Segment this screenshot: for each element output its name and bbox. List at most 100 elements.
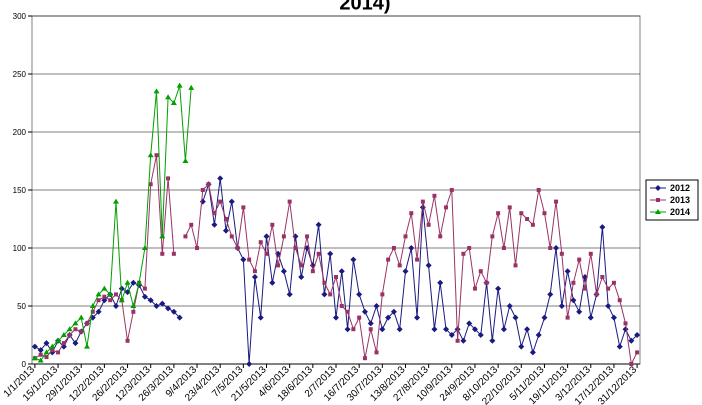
marker: [403, 234, 408, 239]
marker: [95, 308, 102, 315]
marker: [166, 176, 171, 181]
marker: [257, 314, 264, 321]
marker: [95, 291, 102, 297]
marker: [512, 314, 519, 321]
y-tick-label: 250: [13, 70, 27, 79]
marker: [501, 246, 506, 250]
marker: [61, 341, 66, 346]
marker: [72, 320, 79, 326]
marker: [616, 343, 623, 350]
marker: [147, 152, 154, 158]
y-tick-label: 0: [22, 360, 27, 369]
marker: [513, 263, 518, 268]
marker: [159, 233, 166, 239]
marker: [218, 199, 223, 204]
marker: [507, 205, 512, 210]
marker: [183, 234, 188, 239]
marker: [385, 314, 392, 321]
marker: [148, 182, 153, 187]
marker: [610, 314, 617, 321]
marker: [484, 280, 489, 285]
marker: [333, 314, 339, 321]
marker: [182, 158, 189, 163]
marker: [351, 327, 356, 332]
marker: [165, 305, 172, 312]
marker: [495, 285, 502, 292]
marker: [170, 100, 177, 105]
marker: [315, 221, 322, 228]
marker: [529, 349, 536, 356]
marker: [101, 285, 108, 291]
marker: [43, 340, 50, 347]
marker: [368, 327, 373, 332]
marker: [587, 314, 594, 321]
marker: [460, 337, 467, 344]
marker: [85, 321, 90, 326]
marker: [112, 303, 119, 309]
marker: [263, 233, 270, 240]
marker: [276, 263, 281, 268]
marker: [426, 222, 431, 227]
y-tick-label: 200: [13, 128, 27, 137]
marker: [72, 340, 79, 347]
marker: [390, 308, 397, 315]
marker: [299, 263, 304, 268]
marker: [496, 211, 501, 216]
marker: [628, 337, 635, 344]
marker: [159, 300, 166, 307]
marker: [361, 308, 368, 315]
marker: [444, 205, 449, 210]
marker: [656, 198, 660, 202]
marker: [357, 315, 362, 320]
marker: [553, 245, 560, 251]
marker: [414, 314, 421, 321]
marker: [153, 88, 160, 94]
marker: [141, 293, 148, 300]
marker: [50, 348, 55, 353]
marker: [55, 337, 62, 343]
marker: [195, 246, 200, 250]
marker: [188, 84, 195, 90]
marker: [541, 314, 548, 321]
marker: [506, 303, 513, 309]
marker: [617, 298, 622, 303]
marker: [525, 217, 530, 221]
marker: [240, 256, 247, 263]
marker: [31, 343, 38, 350]
marker: [211, 221, 218, 228]
marker: [623, 321, 628, 326]
marker: [49, 343, 56, 349]
marker: [420, 199, 425, 204]
marker: [223, 217, 228, 221]
marker: [206, 182, 211, 187]
marker: [246, 361, 253, 367]
marker: [362, 356, 367, 361]
marker: [247, 257, 252, 262]
marker: [611, 280, 616, 285]
marker: [90, 309, 95, 314]
marker: [344, 326, 351, 333]
marker: [108, 298, 113, 303]
marker: [280, 268, 287, 275]
marker: [241, 205, 246, 210]
marker: [397, 263, 402, 268]
series-line: [34, 85, 192, 362]
marker: [37, 347, 44, 354]
marker: [113, 292, 118, 297]
marker: [437, 279, 444, 286]
marker: [125, 338, 130, 343]
marker: [31, 355, 38, 361]
marker: [345, 309, 350, 314]
marker: [594, 292, 599, 297]
marker: [251, 274, 258, 280]
marker: [379, 326, 386, 333]
marker: [548, 246, 553, 250]
marker: [118, 297, 125, 303]
marker: [339, 304, 344, 308]
marker: [84, 343, 91, 349]
legend-label: 2012: [670, 183, 690, 193]
marker: [380, 292, 385, 297]
marker: [408, 245, 415, 251]
marker: [212, 211, 217, 216]
